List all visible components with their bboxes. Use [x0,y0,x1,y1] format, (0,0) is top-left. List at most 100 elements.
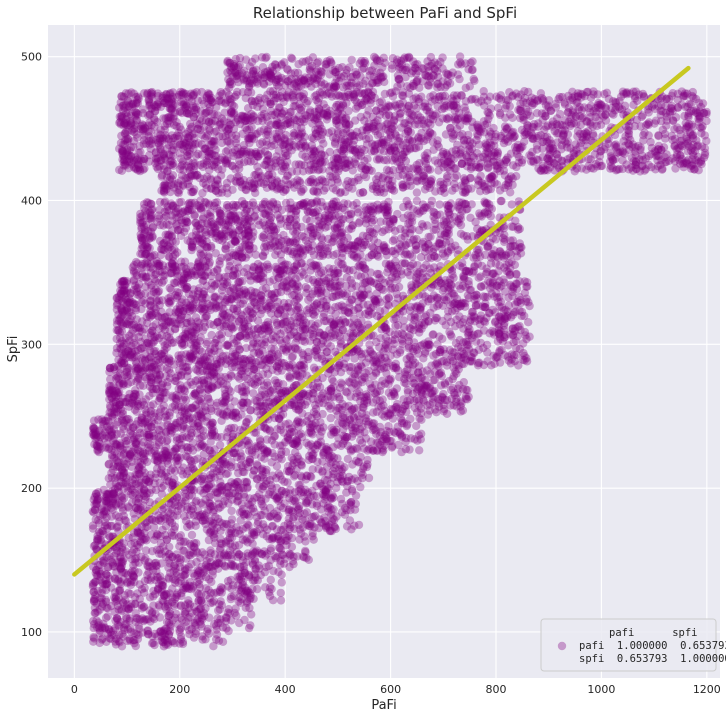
data-point [205,613,214,622]
data-point [212,621,221,630]
data-point [333,440,342,449]
data-point [218,623,228,632]
data-point [150,614,159,624]
data-point [505,280,515,290]
data-point [335,361,344,370]
data-point [441,349,450,359]
data-point [336,339,346,348]
data-point [217,334,226,343]
data-point [216,615,225,624]
data-point [447,332,456,341]
data-point [344,472,354,482]
data-point [178,637,188,647]
data-point [401,444,410,454]
data-point [98,634,107,643]
data-point [181,350,191,359]
data-point [246,591,255,600]
data-point [309,408,319,417]
data-point [281,447,291,457]
data-point [225,393,234,402]
data-point [93,607,102,616]
data-point [144,630,153,639]
data-point [111,637,120,646]
data-point [97,589,106,598]
data-point [172,609,181,619]
data-point [206,599,215,608]
data-point [193,454,202,463]
data-point [458,263,467,272]
data-point [166,627,175,636]
data-point [105,574,115,584]
data-point [92,566,101,575]
data-point [93,586,103,596]
data-point [95,638,104,648]
data-point [181,622,191,631]
data-point [249,389,258,398]
data-point [98,599,108,608]
data-point [276,421,285,431]
data-point [133,614,142,623]
data-point [495,302,504,311]
data-point [185,581,195,591]
data-point [139,603,148,612]
data-point [154,584,163,593]
data-point [111,420,120,429]
data-point [127,540,136,549]
data-point [184,614,193,623]
data-point [98,585,107,594]
data-point [240,589,250,598]
data-point [207,420,216,429]
data-point [100,521,110,530]
data-point [236,587,246,596]
data-point [198,615,207,624]
data-point [125,616,134,626]
data-point [345,516,355,525]
data-point [163,597,172,606]
data-point [195,617,205,626]
data-point [95,567,104,576]
data-point [257,386,267,395]
data-point [119,623,129,633]
data-point [134,462,143,471]
data-point [215,605,225,614]
data-point [223,552,232,562]
data-point [105,634,114,643]
data-point [237,369,246,379]
data-point [184,603,193,613]
data-point [137,585,147,594]
data-point [419,354,428,363]
data-point [204,498,214,507]
data-point [191,626,201,636]
data-point [251,444,260,453]
data-point [165,589,174,598]
data-point [197,610,206,620]
data-point [384,375,394,384]
data-point [157,588,166,597]
data-point [190,571,199,581]
data-point [171,564,180,573]
data-point [324,386,333,395]
data-point [103,571,113,581]
data-point [148,613,157,622]
data-point [281,334,290,344]
data-point [288,515,298,524]
data-point [164,630,174,639]
data-point [277,545,286,554]
data-point [107,445,116,454]
data-point [218,482,227,491]
data-point [227,372,236,381]
data-point [143,575,153,584]
data-point [180,566,189,575]
data-point [175,625,184,634]
data-point [170,613,180,622]
data-point [176,601,186,610]
data-point [224,328,233,338]
data-point [194,568,203,577]
data-point [118,422,128,431]
data-point [234,597,243,606]
data-point [489,328,498,337]
data-point [187,624,196,634]
data-point [391,359,401,368]
data-point [102,597,111,607]
data-point [327,423,336,433]
